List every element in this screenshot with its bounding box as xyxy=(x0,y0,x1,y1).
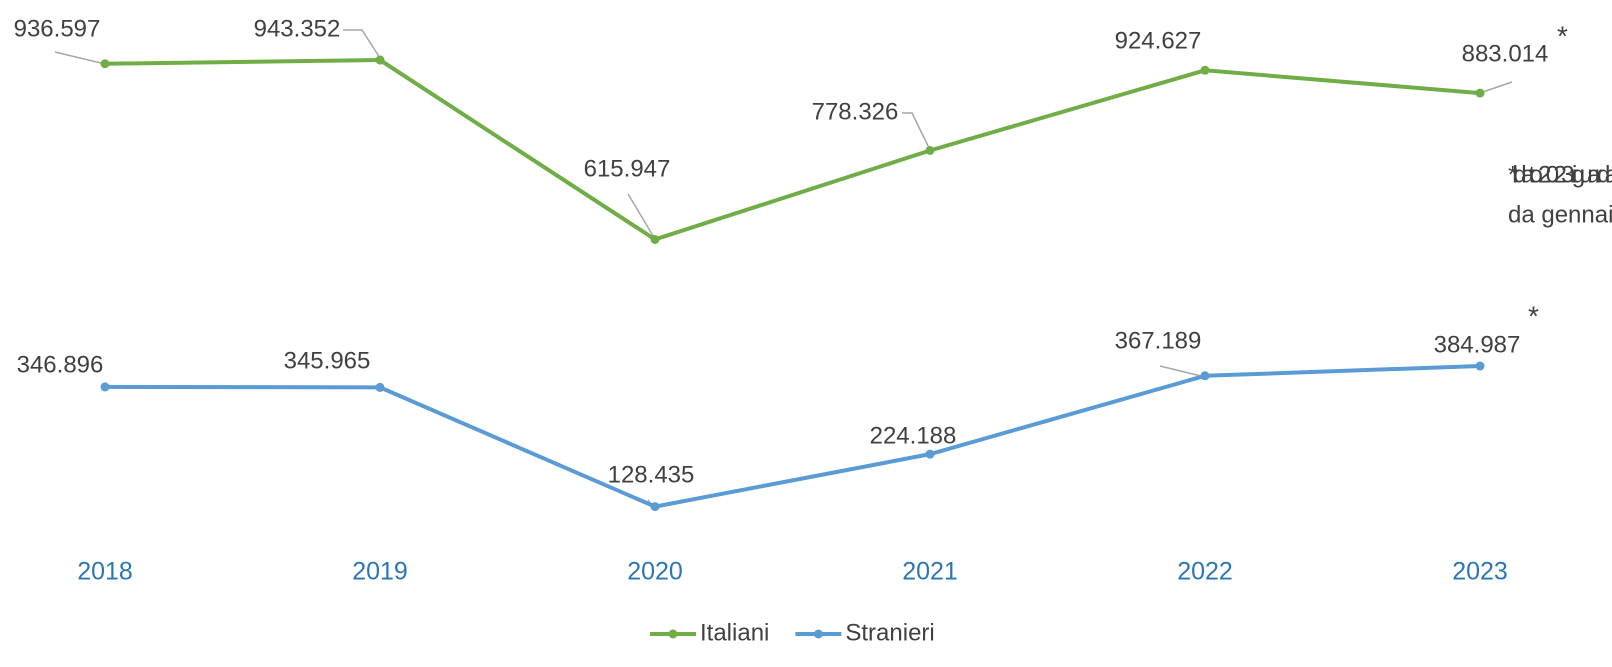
data-point xyxy=(375,382,385,392)
data-label: 128.435 xyxy=(608,461,695,488)
annotation: * xyxy=(1557,20,1568,51)
legend-label: Stranieri xyxy=(845,619,934,646)
leader-lines xyxy=(54,29,1513,510)
x-tick-label: 2022 xyxy=(1177,558,1233,586)
leader-line xyxy=(343,29,381,59)
data-label: 615.947 xyxy=(584,155,671,182)
data-point xyxy=(925,145,935,155)
legend-label: Italiani xyxy=(700,619,769,646)
data-label: 924.627 xyxy=(1115,27,1202,54)
x-tick-label: 2019 xyxy=(352,558,408,586)
annotation: * xyxy=(1528,300,1539,331)
x-tick-label: 2023 xyxy=(1452,558,1508,586)
data-label: 345.965 xyxy=(284,347,371,374)
data-label: 346.896 xyxy=(17,351,104,378)
series-line xyxy=(104,364,1481,509)
data-label: 224.188 xyxy=(870,422,957,449)
data-point xyxy=(1475,361,1485,371)
data-point xyxy=(650,502,660,512)
data-label: 384.987 xyxy=(1434,331,1521,358)
data-label: 778.326 xyxy=(812,98,899,125)
series-line xyxy=(104,58,1481,242)
data-point xyxy=(650,234,660,244)
x-tick-label: 2018 xyxy=(77,558,133,586)
leader-line xyxy=(627,193,656,240)
data-point xyxy=(100,59,110,69)
annotation: *Il dato 2023 riguarda xyxy=(1508,161,1612,188)
data-point xyxy=(925,449,935,459)
data-point xyxy=(1475,88,1485,98)
leader-line xyxy=(902,112,931,151)
annotation: da gennaio ad ottobre xyxy=(1508,201,1612,228)
data-label: 936.597 xyxy=(14,15,101,42)
leader-line xyxy=(1479,81,1513,94)
data-point xyxy=(1200,65,1210,75)
legend-swatch-dot xyxy=(668,629,678,639)
data-label: 367.189 xyxy=(1115,327,1202,354)
x-tick-label: 2020 xyxy=(627,558,683,586)
legend-swatch-dot xyxy=(813,629,823,639)
data-point xyxy=(375,55,385,65)
data-label: 943.352 xyxy=(254,15,341,42)
data-point xyxy=(100,382,110,392)
x-tick-label: 2021 xyxy=(902,558,958,586)
data-point xyxy=(1200,371,1210,381)
data-label: 883.014 xyxy=(1462,40,1549,67)
leader-line xyxy=(54,51,106,65)
leader-line xyxy=(1159,365,1206,378)
